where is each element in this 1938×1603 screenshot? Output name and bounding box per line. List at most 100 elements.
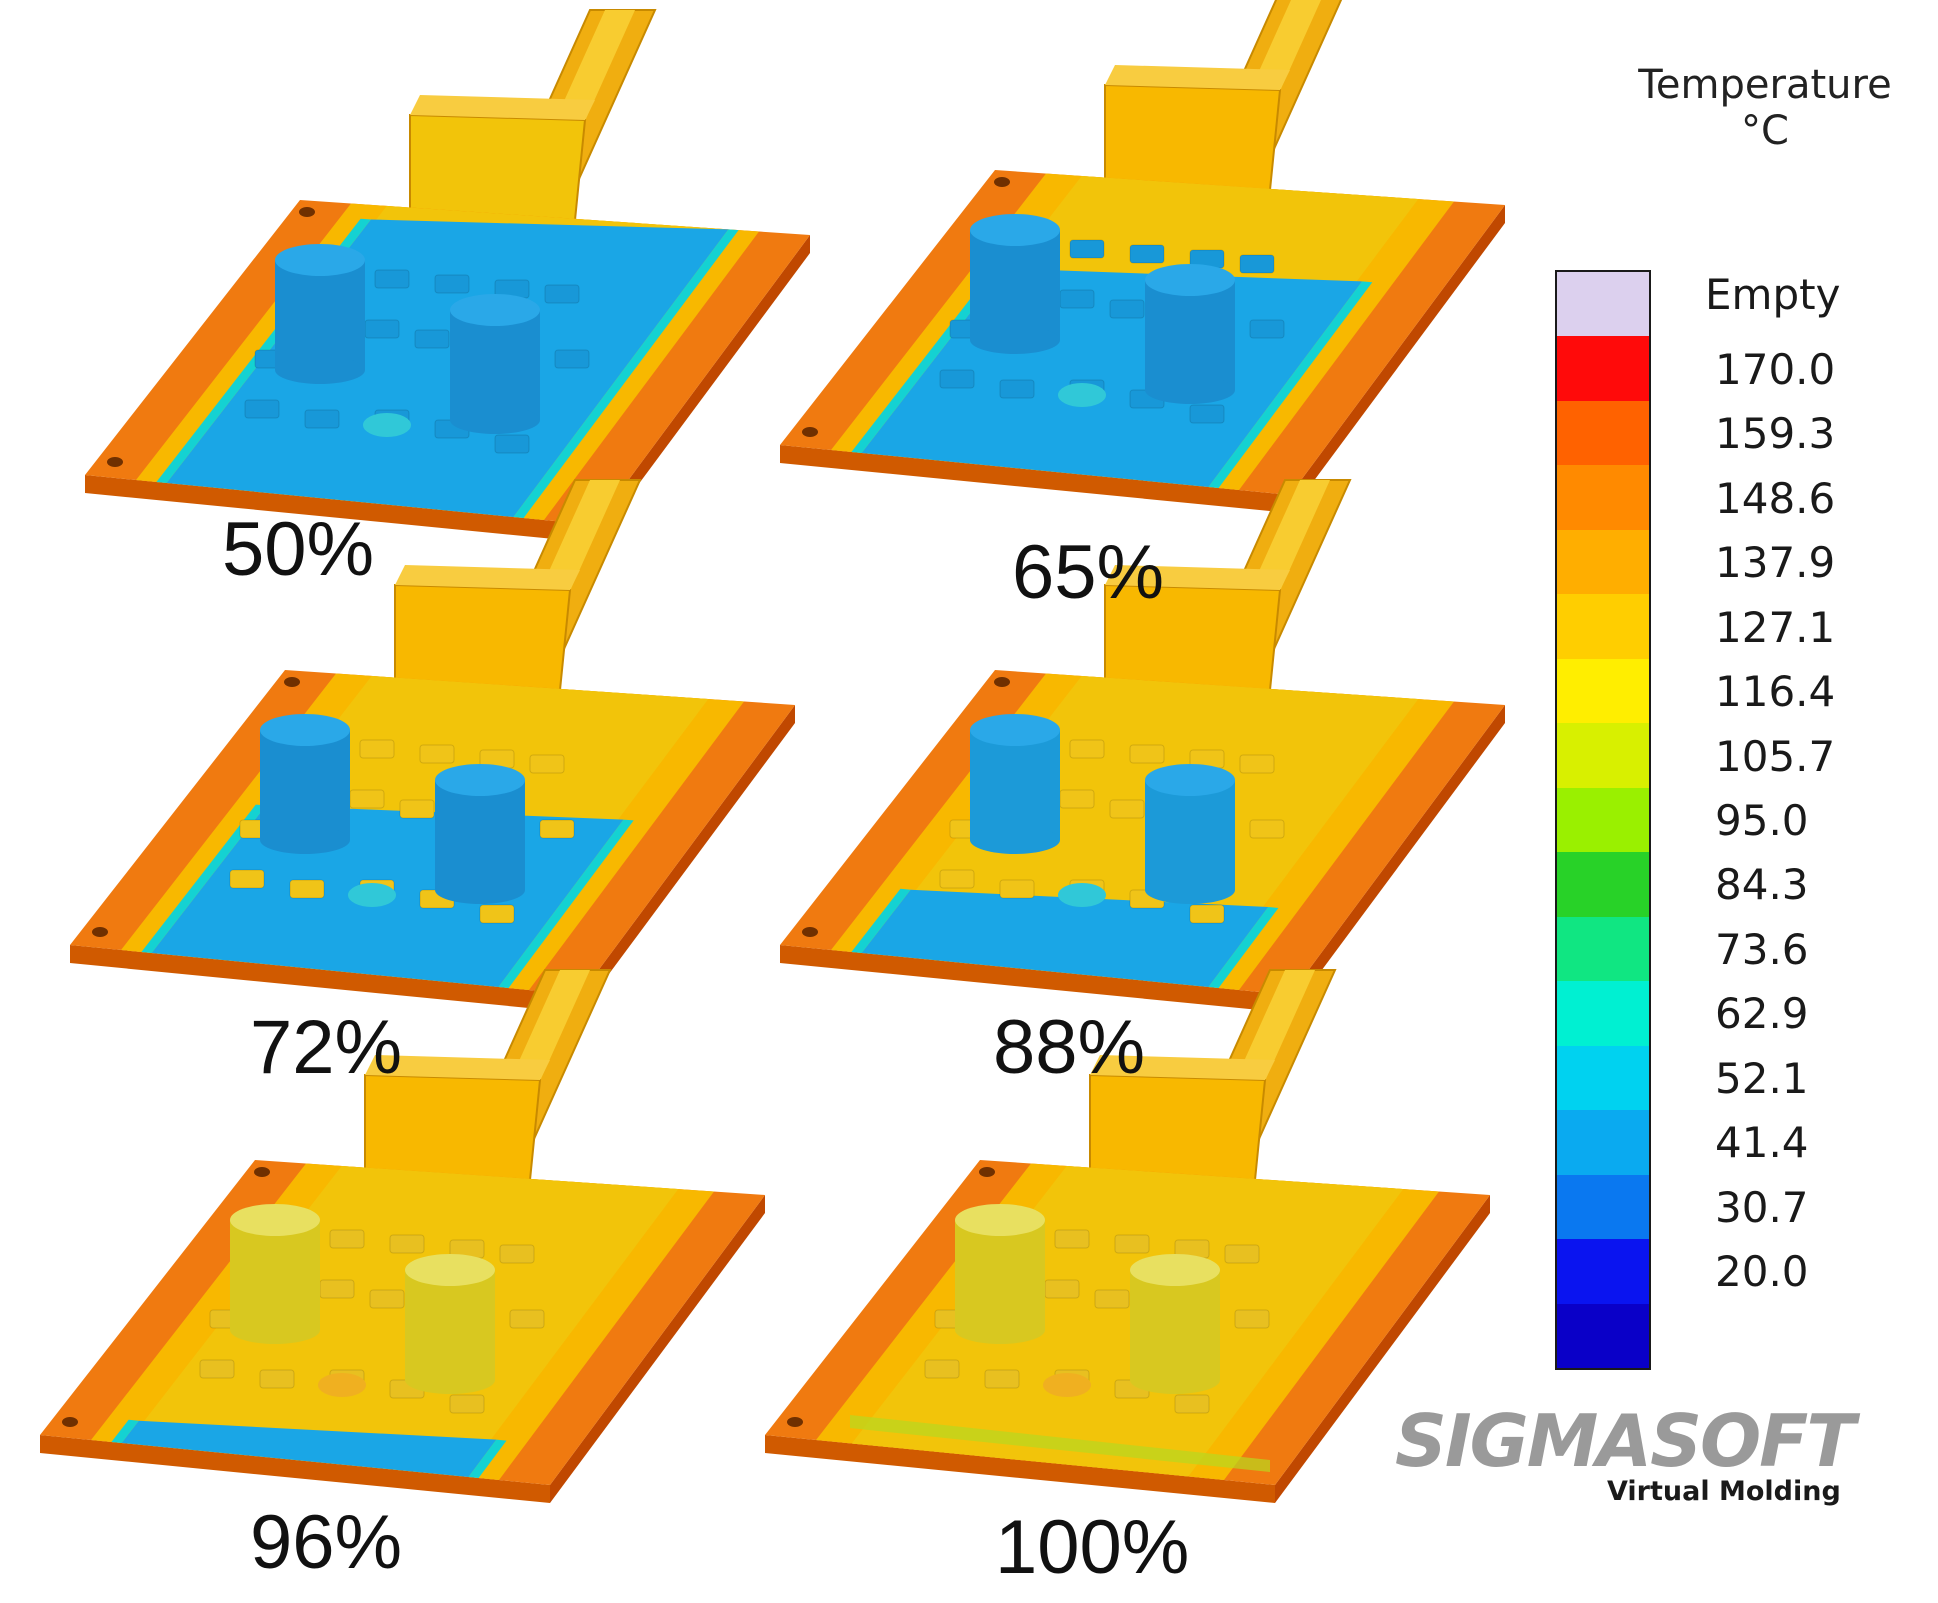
component-pad <box>1114 1234 1150 1254</box>
legend-label: 116.4 <box>1715 667 1836 717</box>
capacitor-top <box>435 764 525 796</box>
component-pad <box>319 1279 355 1299</box>
legend-swatch <box>1557 594 1649 660</box>
component-pad <box>1129 244 1165 264</box>
capacitor-top <box>1130 1254 1220 1286</box>
capacitor-top <box>955 1204 1045 1236</box>
legend-label: 41.4 <box>1715 1118 1809 1168</box>
capacitor-base <box>275 356 365 384</box>
sprue-block <box>394 583 572 691</box>
legend-swatch <box>1557 852 1649 918</box>
mounting-hole <box>62 1417 78 1427</box>
front-band <box>111 1419 139 1443</box>
legend-label: Empty <box>1705 270 1841 320</box>
legend-swatch <box>1557 981 1649 1047</box>
plate-side <box>85 475 595 543</box>
component-pad <box>364 319 400 339</box>
capacitor-body <box>230 1220 320 1330</box>
component-pad <box>1109 299 1145 319</box>
component-pad <box>544 284 580 304</box>
legend-title-line: Temperature <box>1638 62 1892 108</box>
capacitor-base <box>1145 876 1235 904</box>
unfilled-region <box>121 1420 497 1477</box>
component-pad <box>984 1369 1020 1389</box>
capacitor-body <box>435 780 525 890</box>
legend-swatch <box>1557 916 1649 982</box>
component-pad <box>349 789 385 809</box>
component-pad <box>1054 1229 1090 1249</box>
component-pad <box>939 369 975 389</box>
round-boss <box>318 1373 366 1397</box>
sprue-top <box>1105 565 1290 590</box>
sprue-top <box>1090 1055 1275 1080</box>
capacitor-base <box>260 826 350 854</box>
plate-side <box>780 445 1290 513</box>
legend-swatch <box>1557 336 1649 402</box>
component-pad <box>494 434 530 454</box>
plate-side <box>40 1435 550 1503</box>
component-pad <box>1189 904 1225 924</box>
capacitor-top <box>1145 764 1235 796</box>
percent-label: 72% <box>250 1005 403 1090</box>
capacitor-body <box>275 260 365 370</box>
mounting-hole <box>802 427 818 437</box>
capacitor-body <box>450 310 540 420</box>
component-pad <box>509 1309 545 1329</box>
capacitor-body <box>1145 780 1235 890</box>
sprue-block <box>1104 83 1282 191</box>
legend-label: 95.0 <box>1715 796 1809 845</box>
plate-side <box>1275 1195 1490 1503</box>
component-pad <box>369 1289 405 1309</box>
legend-unit: °C <box>1741 108 1789 154</box>
unfilled-region <box>861 889 1269 987</box>
mold-panel <box>780 0 1505 513</box>
sprue-block <box>409 113 587 221</box>
component-pad <box>1189 404 1225 424</box>
capacitor-base <box>970 826 1060 854</box>
round-boss <box>1058 383 1106 407</box>
sprue-top <box>395 565 580 590</box>
component-pad <box>1224 1244 1260 1264</box>
mounting-hole <box>284 677 300 687</box>
legend-swatch <box>1557 400 1649 466</box>
capacitor-body <box>260 730 350 840</box>
component-pad <box>199 1359 235 1379</box>
component-pad <box>449 1394 485 1414</box>
legend-swatch <box>1557 272 1649 337</box>
component-pad <box>359 739 395 759</box>
mounting-hole <box>787 1417 803 1427</box>
mounting-hole <box>994 677 1010 687</box>
plate-side <box>1290 705 1505 1013</box>
legend-swatch <box>1557 1045 1649 1111</box>
plate-side <box>70 945 580 1013</box>
component-pad <box>1109 799 1145 819</box>
legend-swatch <box>1557 1303 1649 1369</box>
component-pad <box>374 269 410 289</box>
component-pad <box>244 399 280 419</box>
legend-swatch <box>1557 787 1649 853</box>
component-pad <box>554 349 590 369</box>
component-pad <box>1059 289 1095 309</box>
component-pad <box>1174 1394 1210 1414</box>
component-pad <box>389 1234 425 1254</box>
capacitor-body <box>970 730 1060 840</box>
legend-label: 30.7 <box>1715 1182 1809 1232</box>
unfilled-region <box>166 219 729 517</box>
component-pad <box>1249 819 1285 839</box>
plate-side <box>550 1195 765 1503</box>
legend-label: 52.1 <box>1715 1053 1809 1103</box>
legend-swatch <box>1557 1239 1649 1305</box>
capacitor-body <box>405 1270 495 1380</box>
capacitor-base <box>435 876 525 904</box>
plate-side <box>780 945 1290 1013</box>
legend-swatch <box>1557 1174 1649 1240</box>
component-pad <box>1249 319 1285 339</box>
center-zone <box>851 1166 1404 1477</box>
legend-swatch <box>1557 723 1649 789</box>
front-band <box>141 804 266 953</box>
legend-label: 159.3 <box>1715 409 1836 459</box>
capacitor-top <box>275 244 365 276</box>
legend-swatch <box>1557 529 1649 595</box>
component-pad <box>1239 754 1275 774</box>
plate-side <box>595 235 810 543</box>
